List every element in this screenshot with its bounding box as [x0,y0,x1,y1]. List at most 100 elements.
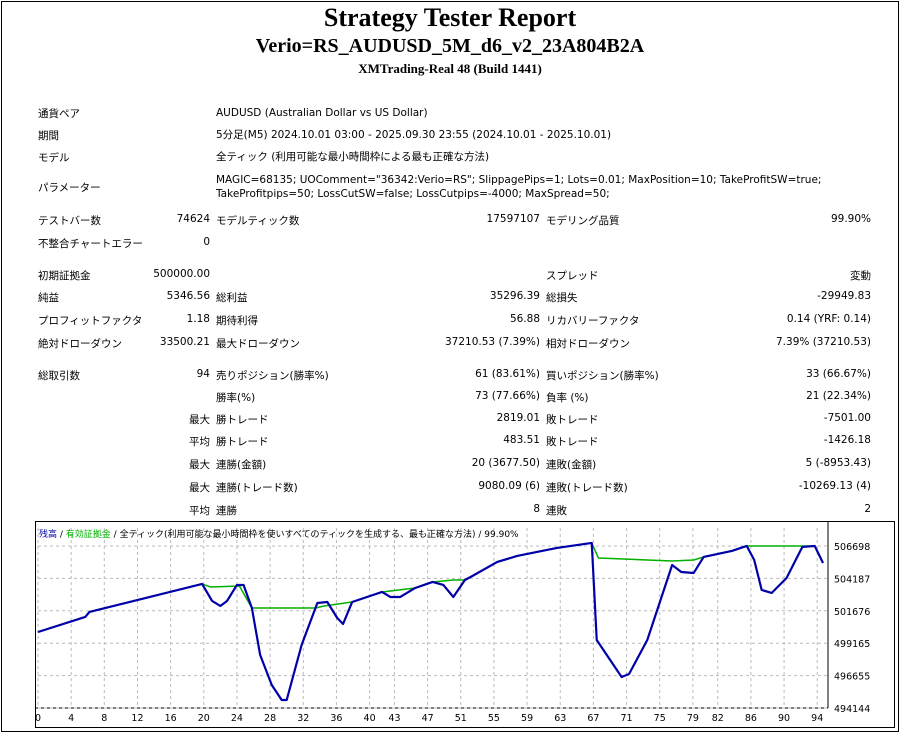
stat-value: 2 [864,503,871,515]
stat-label: 絶対ドローダウン [38,338,122,350]
x-tick-label: 86 [745,713,757,724]
stat-value: 9080.09 (6) [478,480,540,492]
stat-label: 総利益 [216,292,248,304]
legend-model: 全ティック(利用可能な最小時間枠を使いすべてのティックを生成する、最も正確な方法… [120,528,476,540]
x-tick-label: 94 [811,713,823,724]
stat-label: 売りポジション(勝率%) [216,370,329,382]
x-tick-label: 4 [68,713,74,724]
stat-label: 敗トレード [546,436,599,448]
stat-value: 0 [203,236,210,248]
stat-label: 負率 (%) [546,392,589,404]
info-label: 期間 [38,130,59,142]
x-tick-label: 32 [297,713,309,724]
stat-value: 最大 [189,414,210,426]
x-tick-label: 75 [654,713,666,724]
stat-value: -29949.83 [817,290,871,302]
y-tick-label: 499165 [834,639,870,650]
info-value: 全ティック (利用可能な最小時間枠による最も正確な方法) [216,151,490,163]
x-tick-label: 82 [712,713,724,724]
stat-label: 連勝(トレード数) [216,482,298,494]
stat-label: モデルティック数 [216,215,300,227]
stat-value: 0.14 (YRF: 0.14) [786,313,871,325]
y-tick-label: 496655 [834,672,870,683]
stat-value: -7501.00 [823,412,871,424]
x-tick-label: 36 [330,713,342,724]
stat-label: 勝トレード [216,414,269,426]
stat-value: 最大 [189,482,210,494]
stat-label: 期待利得 [216,315,258,327]
stat-value: 74624 [176,213,210,225]
x-tick-label: 47 [422,713,434,724]
stat-value: 500000.00 [153,268,210,280]
stat-value: 7.39% (37210.53) [776,336,871,348]
y-tick-label: 501676 [834,607,870,618]
stat-value: 最大 [189,459,210,471]
chart-legend: 残高 / 有効証拠金 / 全ティック(利用可能な最小時間枠を使いすべてのティック… [39,528,519,540]
stat-value: 2819.01 [496,412,540,424]
info-value: MAGIC=68135; UOComment="36342:Verio=RS";… [216,174,822,200]
x-tick-label: 59 [521,713,533,724]
stat-value: 17597107 [486,213,540,225]
info-value: AUDUSD (Australian Dollar vs US Dollar) [216,107,428,119]
stat-label: プロフィットファクタ [38,315,143,327]
stat-label: 連敗(トレード数) [546,482,628,494]
chart-frame [35,521,895,728]
x-tick-label: 8 [101,713,107,724]
x-tick-label: 67 [587,713,599,724]
x-tick-label: 24 [231,713,243,724]
stat-value: 33 (66.67%) [806,368,871,380]
stat-value: 33500.21 [159,336,210,348]
x-tick-label: 43 [388,713,400,724]
stat-value: 61 (83.61%) [475,368,540,380]
x-tick-label: 79 [687,713,699,724]
stat-label: 勝率(%) [216,392,256,404]
stat-label: 最大ドローダウン [216,338,300,350]
stat-value: 5346.56 [166,290,210,302]
stat-value: 56.88 [509,313,540,325]
stat-value: 94 [196,368,210,380]
stat-label: 相対ドローダウン [546,338,630,350]
x-tick-label: 40 [364,713,376,724]
x-tick-label: 71 [621,713,633,724]
x-tick-label: 63 [554,713,566,724]
info-label: モデル [38,152,70,164]
x-tick-label: 20 [198,713,210,724]
stat-label: 連敗 [546,505,567,517]
stat-value: 20 (3677.50) [471,457,540,469]
legend-quality: 99.90% [484,530,519,540]
report-title: Strategy Tester Report [323,3,577,32]
stat-value: 変動 [850,270,871,282]
stat-value: 21 (22.34%) [806,390,871,402]
stat-label: 不整合チャートエラー [38,238,143,250]
x-tick-label: 0 [35,713,41,724]
stat-label: 初期証拠金 [38,270,91,282]
info-value: 5分足(M5) 2024.10.01 03:00 - 2025.09.30 23… [216,129,612,141]
stat-value: 483.51 [503,434,540,446]
y-tick-label: 494144 [834,704,870,715]
y-tick-label: 504187 [834,574,870,585]
stat-label: 連勝(金額) [216,459,267,471]
legend-sep: / [57,530,66,540]
legend-equity: 有効証拠金 [66,528,111,540]
stat-label: 総損失 [546,292,578,304]
stat-value: 37210.53 (7.39%) [445,336,540,348]
stat-label: 純益 [38,292,59,304]
server-build: XMTrading-Real 48 (Build 1441) [358,61,542,76]
stat-label: リカバリーファクタ [546,315,640,327]
legend-sep: / [476,530,485,540]
stat-label: テストバー数 [38,215,101,227]
x-tick-label: 55 [488,713,500,724]
info-label: 通貨ペア [38,108,80,120]
balance-line [37,542,815,633]
x-tick-label: 90 [778,713,790,724]
report-subtitle: Verio=RS_AUDUSD_5M_d6_v2_23A804B2A [255,35,645,57]
y-tick-label: 506698 [834,542,870,553]
x-tick-label: 28 [264,713,276,724]
stat-label: 買いポジション(勝率%) [546,370,659,382]
stat-value: -1426.18 [823,434,871,446]
legend-balance: 残高 [39,528,57,540]
equity-line [37,541,825,702]
x-tick-label: 16 [165,713,177,724]
x-tick-label: 51 [455,713,467,724]
